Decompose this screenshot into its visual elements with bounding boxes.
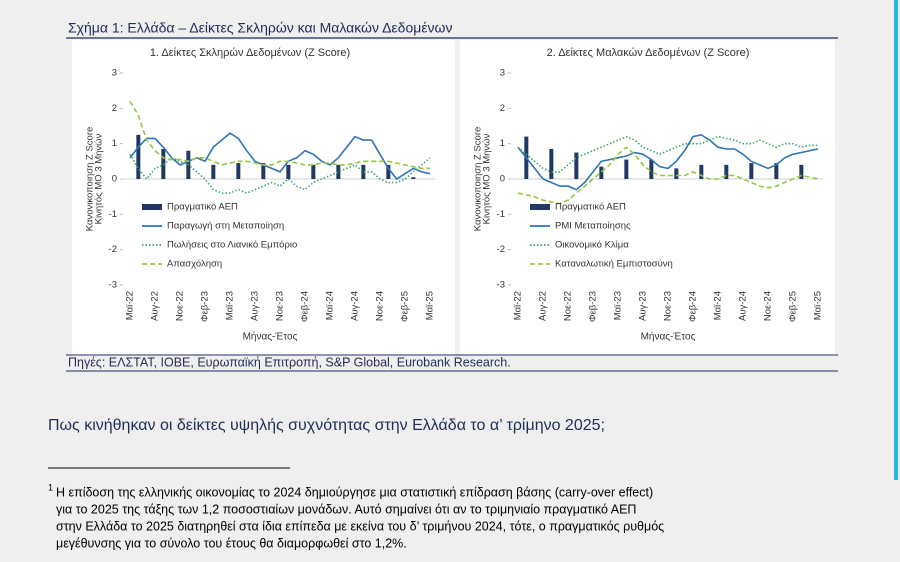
side-bar [894,0,898,480]
x-tick-label: Νοε-23 [275,291,286,321]
line [129,132,431,181]
chart-title: 2. Δείκτες Μαλακών Δεδομένων (Z Score) [547,47,750,59]
bar [361,164,366,179]
legend-swatch [530,204,550,210]
bar [311,164,316,179]
x-tick-label: Μαϊ-25 [813,291,824,320]
x-tick-label: Μαϊ-23 [225,291,236,320]
footnote-line: μεγέθυνσης για το σύνολο του έτους θα δι… [56,536,407,550]
y-tick-label: 2 [500,103,505,114]
x-tick-label: Αυγ-24 [738,291,749,321]
y-tick-label: -2 [497,244,505,255]
line [129,153,431,194]
y-tick-label: 1 [112,138,117,149]
y-tick-label: 2 [112,103,117,114]
y-tick-label: 0 [500,174,505,185]
y-tick-label: -3 [497,280,505,291]
y-tick-label: -1 [497,209,505,220]
x-tick-label: Μαϊ-22 [513,291,524,320]
legend-label: Καταναλωτική Εμπιστοσύνη [555,259,673,270]
bar [674,168,679,179]
x-tick-label: Φεβ-23 [588,291,599,322]
footnote-marker: 1 [48,482,53,492]
x-tick-label: Νοε-23 [663,291,674,321]
x-tick-label: Αυγ-24 [350,291,361,321]
x-tick-label: Νοε-22 [563,291,574,321]
bar [336,164,341,179]
x-tick-label: Φεβ-25 [400,291,411,322]
y-axis-label: Κινητός ΜΟ 3 Μηνών [94,133,105,224]
bar [574,152,579,179]
y-tick-label: -2 [109,244,117,255]
x-axis-label: Μήνας-Έτος [243,331,298,343]
footnote-line: Η επίδοση της ελληνικής οικονομίας το 20… [56,485,653,499]
chart-title: 1. Δείκτες Σκληρών Δεδομένων (Z Score) [150,47,350,59]
bar [649,159,654,179]
legend-label: Πραγματικό ΑΕΠ [167,202,238,213]
y-axis-label: Κινητός ΜΟ 3 Μηνών [482,133,493,224]
legend-label: Παραγωγή στη Μεταποίηση [167,221,284,232]
bar [749,163,754,179]
bar [774,163,779,179]
footnote-line: για το 2025 της τάξης των 1,2 ποσοστιαίω… [56,502,636,516]
bar [386,164,391,179]
x-tick-label: Μαϊ-25 [425,291,436,320]
y-tick-label: 0 [112,174,117,185]
x-tick-label: Αυγ-23 [638,291,649,321]
x-tick-label: Φεβ-23 [200,291,211,322]
bar [724,164,729,179]
bar [286,164,291,179]
bar [624,159,629,179]
bar [211,164,216,179]
y-tick-label: 1 [500,138,505,149]
y-tick-label: -1 [109,209,117,220]
source: Πηγές: ΕΛΣΤΑΤ, ΙΟΒΕ, Ευρωπαϊκή Επιτροπή,… [68,355,511,369]
x-tick-label: Νοε-24 [763,291,774,321]
x-tick-label: Μαϊ-24 [325,291,336,320]
legend-label: PMI Μεταποίησης [555,221,631,232]
x-tick-label: Νοε-22 [175,291,186,321]
bar [599,166,604,179]
line [517,133,819,191]
chart-panel [72,40,455,356]
x-tick-label: Αυγ-22 [150,291,161,321]
y-tick-label: -3 [109,280,117,291]
bar [549,148,554,179]
legend-label: Οικονομικό Κλίμα [555,240,629,251]
y-axis-label: Κανονικοποιηση Z Score [85,127,96,232]
legend-swatch [142,204,162,210]
bar [261,163,266,179]
y-axis-label: Κανονικοποιηση Z Score [473,127,484,232]
figure-title: Σχήμα 1: Ελλάδα – Δείκτες Σκληρών και Μα… [68,20,453,36]
x-axis-label: Μήνας-Έτος [641,331,696,343]
legend-label: Πραγματικό ΑΕΠ [555,202,626,213]
bar [699,164,704,179]
line [517,146,819,205]
y-tick-label: 3 [112,68,117,79]
question: Πως κινήθηκαν οι δείκτες υψηλής συχνότητ… [48,417,605,434]
footnote-line: στην Ελλάδα το 2025 διατηρηθεί στα ίδια … [56,519,664,533]
x-tick-label: Αυγ-23 [250,291,261,321]
x-tick-label: Μαϊ-22 [125,291,136,320]
x-tick-label: Μαϊ-24 [713,291,724,320]
y-tick-label: 3 [500,68,505,79]
x-tick-label: Φεβ-24 [688,291,699,322]
bar [799,164,804,179]
bar [136,134,141,179]
x-tick-label: Αυγ-22 [538,291,549,321]
x-tick-label: Νοε-24 [375,291,386,321]
legend-label: Απασχόληση [167,259,222,270]
x-tick-label: Μαϊ-23 [613,291,624,320]
chart-panel [460,40,835,356]
line [129,100,430,170]
bar [236,163,241,179]
legend-label: Πωλήσεις στο Λιανικό Εμπόριο [167,240,297,251]
x-tick-label: Φεβ-24 [300,291,311,322]
bar [411,177,416,179]
x-tick-label: Φεβ-25 [788,291,799,322]
